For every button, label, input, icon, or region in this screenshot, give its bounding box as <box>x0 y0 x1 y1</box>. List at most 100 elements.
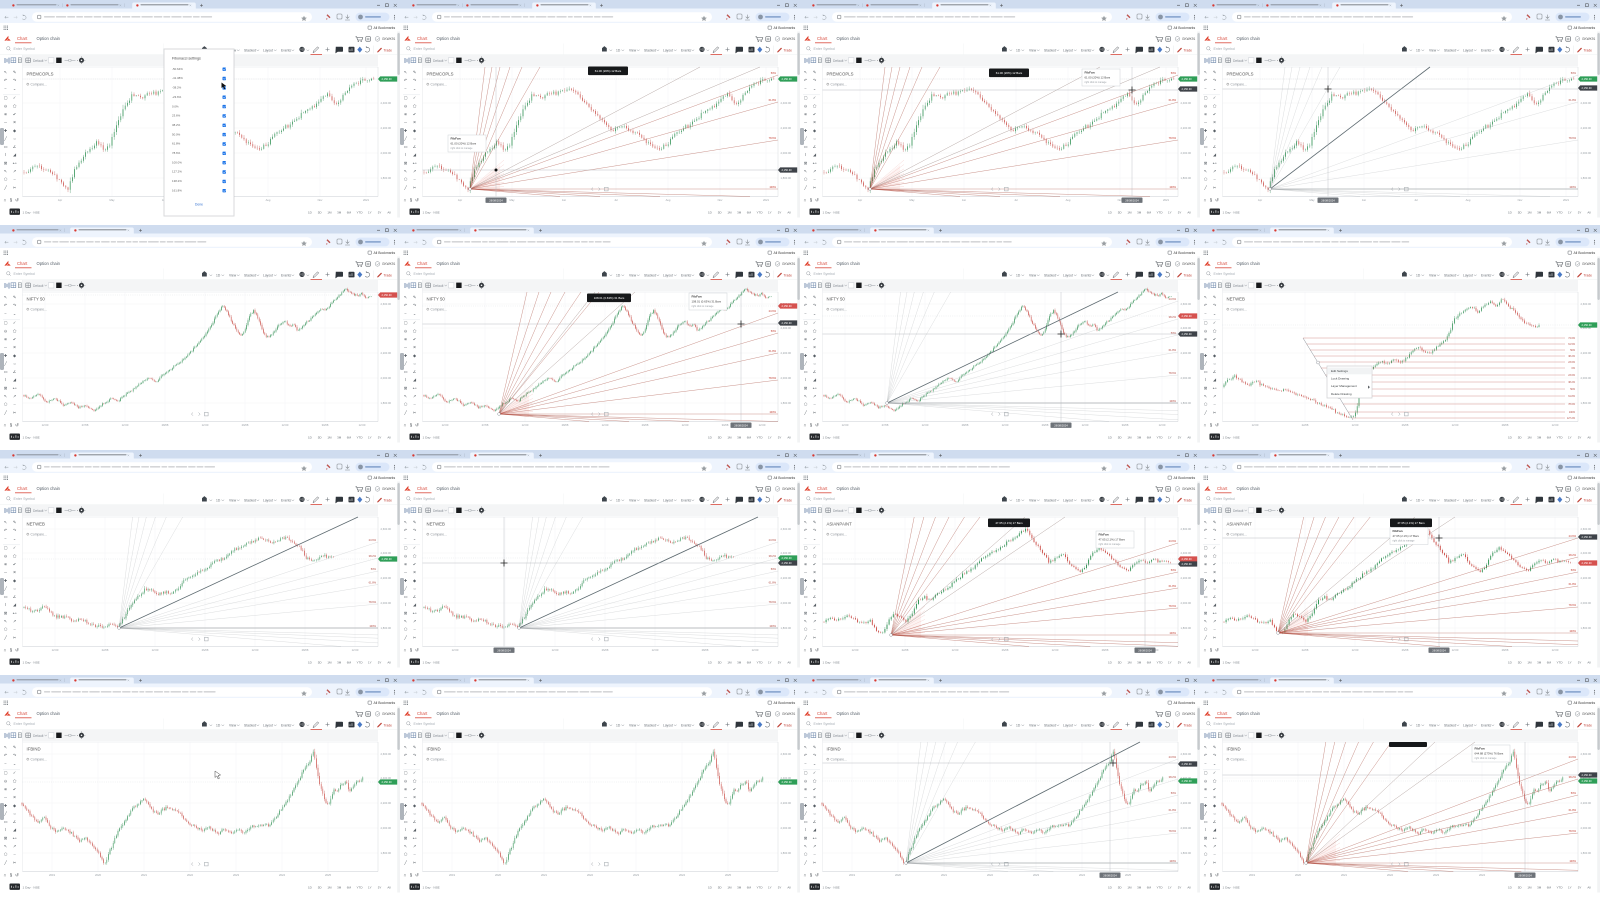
svg-text:⌇: ⌇ <box>5 827 7 832</box>
svg-text:12:00: 12:00 <box>602 423 609 427</box>
svg-text:─: ─ <box>1203 795 1207 800</box>
svg-text:GKWK91: GKWK91 <box>1182 487 1196 491</box>
svg-text:⊖: ⊖ <box>804 328 807 333</box>
svg-text:∠: ∠ <box>413 819 417 824</box>
svg-text:38.2%: 38.2% <box>172 123 181 127</box>
svg-text:╱: ╱ <box>3 860 7 865</box>
svg-text:6M: 6M <box>1547 885 1552 889</box>
svg-text:Option chain: Option chain <box>1237 486 1261 491</box>
svg-text:12:00: 12:00 <box>359 423 366 427</box>
svg-text:YTD: YTD <box>757 210 764 214</box>
svg-text:⊷: ⊷ <box>1213 385 1217 390</box>
svg-text:↗: ↗ <box>413 844 416 849</box>
svg-text:⌄: ⌄ <box>1213 86 1216 91</box>
svg-text:FibFan: FibFan <box>1475 747 1485 751</box>
svg-text:Option chain: Option chain <box>437 486 461 491</box>
svg-text:Default: Default <box>433 284 444 288</box>
svg-text:6M: 6M <box>1147 210 1152 214</box>
svg-text:Trade: Trade <box>1584 273 1593 277</box>
svg-text:GKWK91: GKWK91 <box>1582 712 1596 716</box>
svg-text:50%: 50% <box>771 567 777 571</box>
svg-text:Enter Symbol: Enter Symbol <box>1214 47 1236 51</box>
svg-text:Chart: Chart <box>17 711 28 716</box>
svg-text:▢: ▢ <box>1204 320 1208 325</box>
svg-text:Events: Events <box>281 723 291 727</box>
svg-text:NETWEB: NETWEB <box>27 522 46 527</box>
svg-text:29/08: 29/08 <box>242 423 249 427</box>
svg-text:12:00: 12:00 <box>842 423 849 427</box>
svg-text:⬠: ⬠ <box>813 103 817 108</box>
svg-text:right click to manage: right click to manage <box>451 147 474 150</box>
svg-text:Compare...: Compare... <box>31 758 47 762</box>
svg-text:100.0%: 100.0% <box>172 160 182 164</box>
svg-text:∩: ∩ <box>403 198 406 203</box>
svg-text:Stacked: Stacked <box>1044 48 1056 52</box>
svg-text:Trade: Trade <box>1584 723 1593 727</box>
svg-text:NIFTY 50: NIFTY 50 <box>827 297 846 302</box>
svg-text:12:00: 12:00 <box>1552 423 1559 427</box>
svg-text:─: ─ <box>3 120 7 125</box>
svg-text:▭: ▭ <box>1204 369 1208 374</box>
svg-text:38.2%: 38.2% <box>1569 775 1577 779</box>
svg-text:⬡: ⬡ <box>804 177 808 182</box>
svg-text:1 Day · NSE: 1 Day · NSE <box>23 660 40 664</box>
svg-text:Compare...: Compare... <box>431 758 447 762</box>
svg-text:Compare...: Compare... <box>431 533 447 537</box>
svg-text:▢: ▢ <box>1204 545 1208 550</box>
svg-text:Layout: Layout <box>663 498 673 502</box>
svg-text:1 Day · NSE: 1 Day · NSE <box>823 435 840 439</box>
svg-text:Stacked: Stacked <box>1444 723 1456 727</box>
svg-text:50%: 50% <box>1171 331 1177 335</box>
svg-text:26/08/2024: 26/08/2024 <box>1125 198 1139 202</box>
svg-text:╱: ╱ <box>803 860 807 865</box>
svg-text:GKWK91: GKWK91 <box>382 37 396 41</box>
svg-text:1Y: 1Y <box>1568 660 1572 664</box>
svg-text:26/08/2024: 26/08/2024 <box>1138 648 1152 652</box>
svg-text:Enter Symbol: Enter Symbol <box>14 722 36 726</box>
svg-text:38.2%: 38.2% <box>1169 315 1177 319</box>
svg-text:YTD: YTD <box>757 660 764 664</box>
svg-text:2,200.00: 2,200.00 <box>381 351 392 355</box>
svg-text:2021: 2021 <box>541 873 547 877</box>
svg-text:All: All <box>1187 210 1191 214</box>
svg-text:61.00 (20%) 12 Bars: 61.00 (20%) 12 Bars <box>451 141 477 145</box>
svg-text:2,200.00: 2,200.00 <box>1581 126 1592 130</box>
svg-text:78.6%: 78.6% <box>1169 371 1177 375</box>
svg-text:╱: ╱ <box>3 635 7 640</box>
svg-text:Enter Symbol: Enter Symbol <box>814 497 836 501</box>
svg-text:38.2%: 38.2% <box>769 554 777 558</box>
svg-text:All Bookmarks: All Bookmarks <box>1174 251 1196 255</box>
svg-text:∩: ∩ <box>803 648 806 653</box>
svg-text:⊖: ⊖ <box>404 778 407 783</box>
svg-text:2,150.30: 2,150.30 <box>782 321 793 325</box>
svg-text:▭: ▭ <box>404 144 408 149</box>
svg-text:Compare...: Compare... <box>831 758 847 762</box>
svg-text:⊷: ⊷ <box>1213 160 1217 165</box>
svg-text:⊷: ⊷ <box>1213 835 1217 840</box>
svg-text:⊠: ⊠ <box>404 385 407 390</box>
svg-text:5Y: 5Y <box>1578 435 1582 439</box>
svg-text:⌄: ⌄ <box>1213 761 1216 766</box>
svg-text:⬠: ⬠ <box>13 778 17 783</box>
svg-text:Enter Symbol: Enter Symbol <box>414 497 436 501</box>
svg-text:✎: ✎ <box>1213 745 1216 750</box>
svg-text:2023: 2023 <box>1433 873 1439 877</box>
svg-text:Compare...: Compare... <box>831 533 847 537</box>
svg-text:↺: ↺ <box>15 423 19 428</box>
svg-text:6M: 6M <box>747 660 752 664</box>
svg-text:Default: Default <box>1233 59 1244 63</box>
svg-text:↖: ↖ <box>1204 745 1207 750</box>
svg-text:28/08: 28/08 <box>302 648 309 652</box>
svg-text:↺: ↺ <box>815 648 819 653</box>
svg-text:⊷: ⊷ <box>813 835 817 840</box>
svg-text:5Y: 5Y <box>1578 660 1582 664</box>
svg-text:2,150.30: 2,150.30 <box>782 168 793 172</box>
svg-text:Trade: Trade <box>1184 723 1193 727</box>
svg-text:All Bookmarks: All Bookmarks <box>374 476 396 480</box>
svg-text:Layout: Layout <box>1463 48 1473 52</box>
svg-text:─: ─ <box>3 795 7 800</box>
svg-text:61.8%: 61.8% <box>769 98 777 102</box>
svg-text:GKWK91: GKWK91 <box>1182 262 1196 266</box>
svg-text:78.6%: 78.6% <box>1568 403 1576 406</box>
svg-text:↗: ↗ <box>1213 844 1216 849</box>
